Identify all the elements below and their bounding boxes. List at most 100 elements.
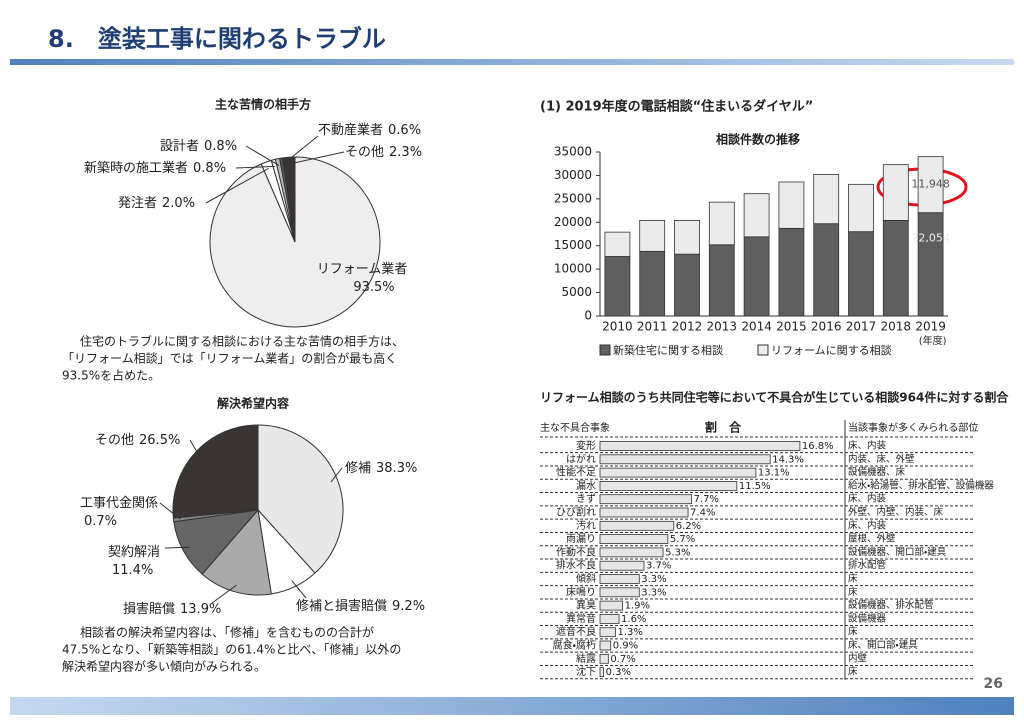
category-label: 工事代金関係	[80, 496, 158, 511]
column-header: 割 合	[705, 420, 742, 435]
bar	[599, 653, 609, 664]
value-label: 3.7%	[646, 561, 671, 572]
slide-title: 8. 塗装工事に関わるトラブル	[48, 25, 386, 53]
y-tick-label: 5000	[561, 285, 592, 299]
part-label: 設備機器、開口部・建具	[848, 546, 947, 558]
value-label: 13.1%	[758, 468, 790, 479]
value-label: 5.7%	[670, 534, 695, 545]
bar-segment	[778, 181, 805, 229]
pie-slice	[201, 508, 272, 596]
bar-segment	[813, 223, 840, 317]
pie-label: 損害賠償 13.9%	[123, 601, 221, 617]
bar-segment	[813, 174, 840, 225]
bar	[599, 507, 689, 518]
category-label: 異常音	[566, 612, 596, 625]
value-label: 14.3%	[772, 454, 804, 465]
category-label: その他	[345, 145, 384, 160]
value-label: 0.8%	[193, 161, 226, 176]
category-label: 傾斜	[576, 572, 596, 585]
category-label: 遮音不良	[556, 625, 596, 638]
value-label: 0.3%	[606, 667, 631, 678]
value-label: 0.6%	[388, 123, 421, 138]
bar-segment	[848, 231, 874, 317]
value-label: 7.7%	[694, 494, 719, 505]
note-line: 住宅のトラブルに関する相談における主な苦情の相手方は、	[80, 334, 404, 349]
chart-title: 相談件数の推移	[716, 132, 800, 147]
category-label: 不動産業者	[318, 122, 383, 138]
leader-line	[235, 165, 276, 169]
pie-label: 契約解消 11.4%	[108, 545, 160, 578]
page-number: 26	[984, 676, 1003, 692]
bar	[599, 534, 669, 544]
part-label: 設備機器、床	[848, 466, 906, 478]
category-label: 設計者	[160, 138, 199, 154]
leader-line	[164, 546, 190, 549]
bar-segment	[604, 256, 631, 317]
part-label: 内壁	[848, 652, 868, 664]
value-label: 93.5%	[353, 280, 394, 295]
x-tick-label: 2011	[637, 320, 668, 334]
chart-title: リフォーム相談のうち共同住宅等において不具合が生じている相談964件に対する割合	[540, 390, 1009, 405]
bar-segment	[882, 164, 909, 221]
x-tick-label: 2013	[707, 320, 738, 334]
leader-line	[291, 580, 307, 599]
value-label: 0.8%	[204, 139, 237, 154]
legend-swatch	[599, 344, 611, 356]
bar-segment	[639, 250, 666, 317]
column-header: 当該事象が多くみられる部位	[848, 421, 978, 434]
footer-band	[10, 697, 1014, 715]
part-label: 外壁、内壁、内装、床	[848, 506, 944, 518]
part-label: 設備機器	[848, 612, 887, 624]
category-label: 性能不足	[556, 466, 596, 479]
leader-line	[211, 584, 237, 604]
chart-title: 主な苦情の相手方	[215, 97, 311, 112]
category-label: 修補	[345, 461, 371, 476]
category-label: きず	[576, 493, 596, 505]
category-label: 排水不良	[556, 559, 596, 572]
bar-segment	[708, 201, 735, 246]
leader-line	[289, 151, 345, 165]
category-label: 作動不良	[556, 545, 596, 558]
bar-segment	[639, 220, 666, 252]
part-label: 内装、床、外壁	[848, 453, 915, 465]
bar	[599, 467, 757, 478]
category-label: はがれ	[566, 452, 596, 465]
pie-label: その他 26.5%	[95, 433, 180, 448]
bar-segment	[917, 212, 944, 317]
bar	[599, 454, 771, 465]
part-label: 床、内装	[848, 519, 887, 531]
leader-line	[245, 145, 280, 166]
value-label: 2.3%	[389, 145, 422, 160]
category-label: 修補と損害賠償	[296, 598, 387, 614]
leader-line	[205, 167, 269, 204]
header-rule	[10, 59, 1014, 65]
value-label: 0.7%	[610, 654, 635, 665]
value-label: 0.9%	[613, 641, 638, 652]
value-label: 16.8%	[802, 441, 834, 452]
y-tick-label: 20000	[554, 215, 592, 229]
part-label: 床、開口部・建具	[848, 639, 918, 651]
bar-segment	[708, 244, 735, 317]
value-label: 11,948	[911, 178, 950, 191]
category-label: リフォーム業者	[317, 261, 408, 277]
y-tick-label: 30000	[554, 168, 592, 182]
bar-segment	[778, 227, 805, 317]
pie-label: 修補と損害賠償 9.2%	[296, 598, 425, 614]
category-label: 契約解消	[108, 545, 160, 560]
value-label: 11.5%	[739, 481, 771, 492]
y-tick-label: 0	[584, 309, 592, 323]
x-tick-label: 2014	[741, 320, 772, 334]
value-label: 7.4%	[690, 508, 715, 519]
value-label: 3.3%	[641, 587, 666, 598]
legend-label: 新築住宅に関する相談	[613, 343, 723, 357]
bar	[599, 627, 616, 638]
pie-label: その他 2.3%	[345, 145, 422, 160]
part-label: 床、内装	[848, 493, 887, 505]
value-label: 3.3%	[641, 574, 666, 585]
bar	[599, 600, 624, 611]
x-unit: (年度)	[919, 334, 947, 347]
pie-label: 修補 38.3%	[345, 461, 417, 476]
value-label: 11.4%	[112, 563, 153, 578]
category-label: 腐食・腐朽	[553, 640, 596, 652]
value-label: 1.9%	[625, 601, 650, 612]
